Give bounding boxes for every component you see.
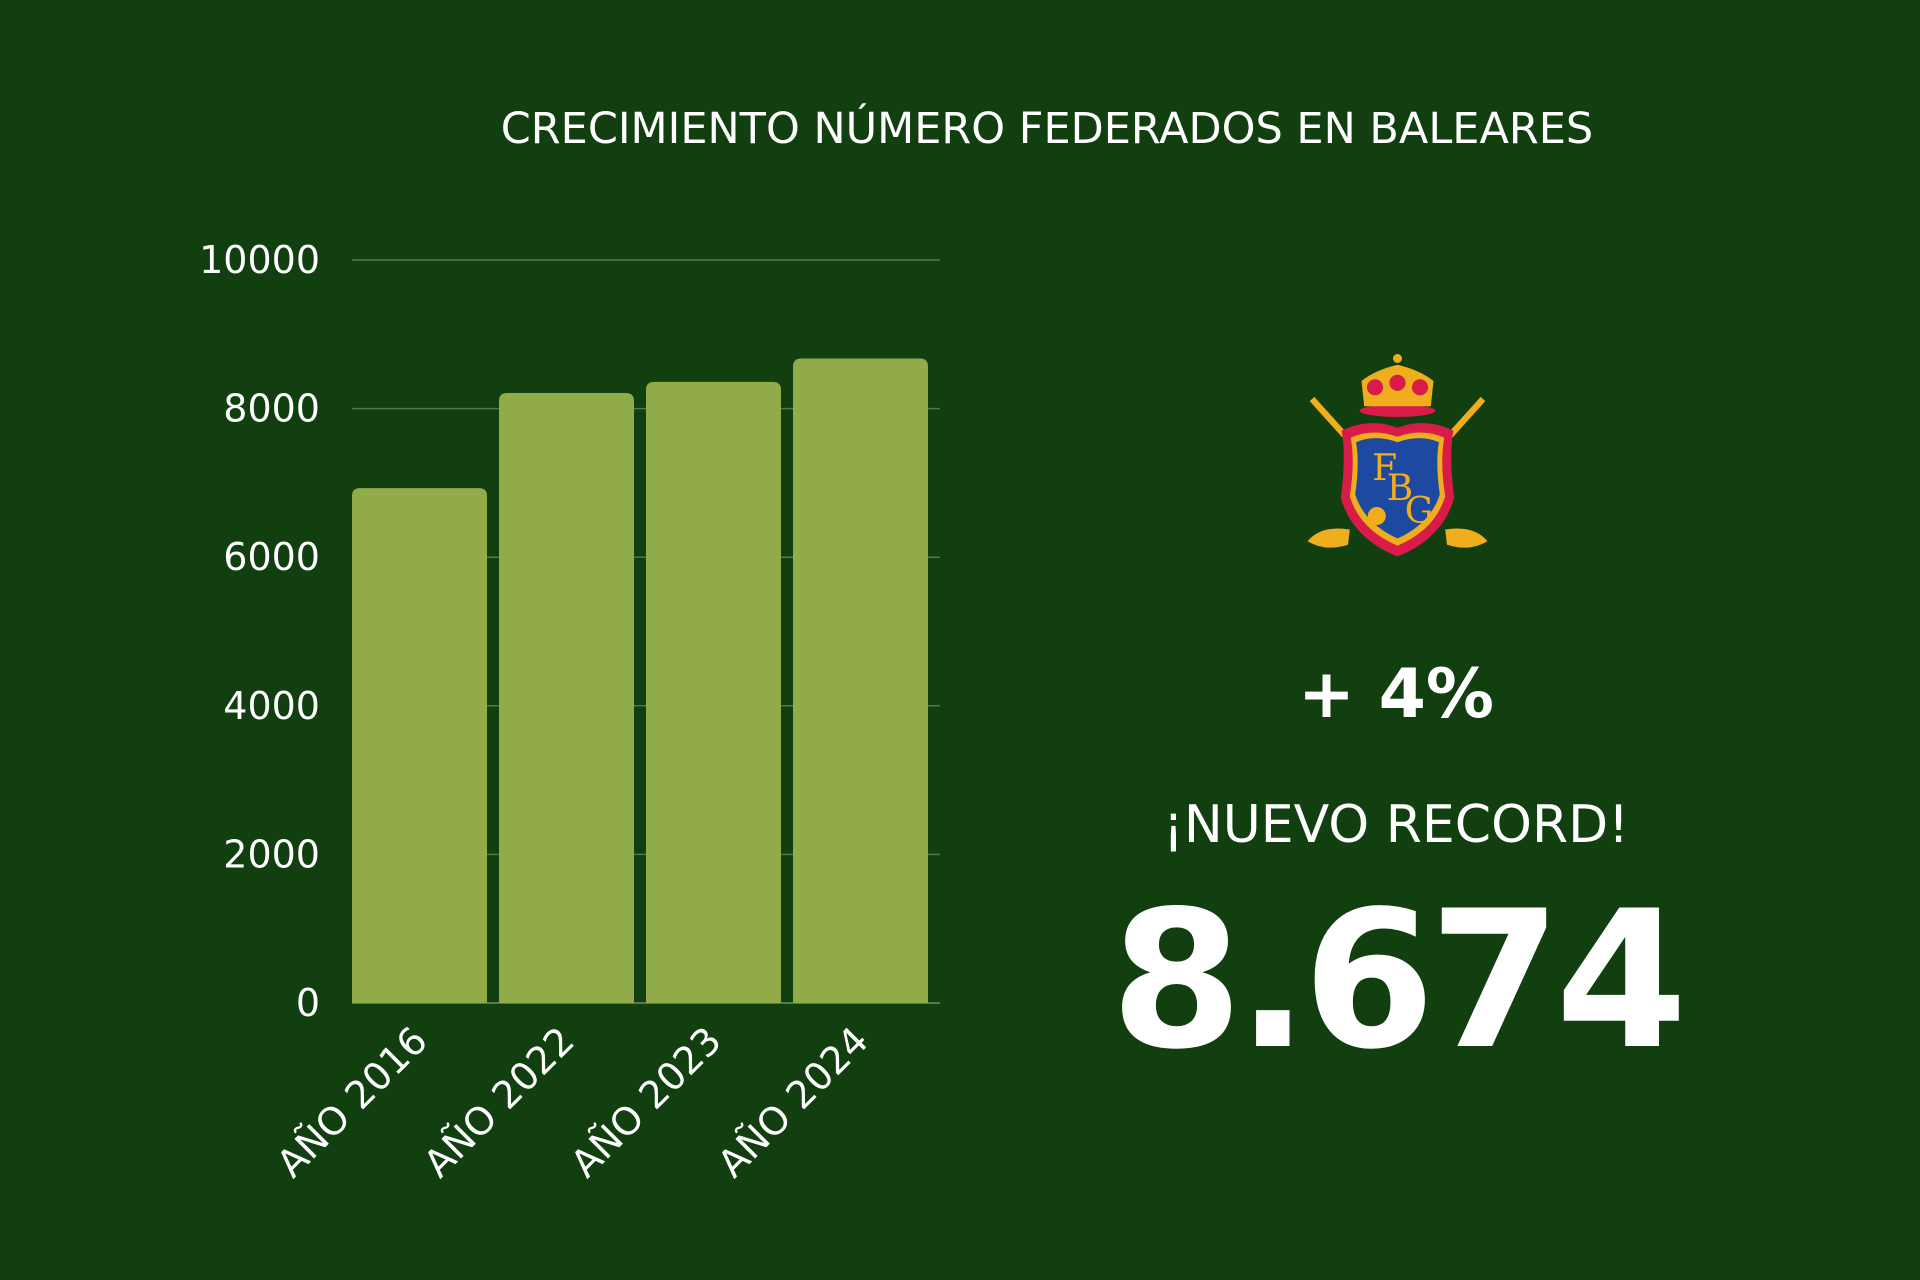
x-tick-label: AÑO 2022	[415, 1018, 583, 1186]
y-tick-label: 0	[296, 981, 320, 1025]
bar-año-2024	[793, 358, 928, 1003]
x-tick-label: AÑO 2016	[268, 1018, 436, 1186]
bar-año-2022	[499, 392, 634, 1003]
y-tick-label: 10000	[199, 238, 320, 282]
bar-año-2023	[646, 381, 781, 1003]
y-tick-label: 4000	[223, 684, 320, 728]
x-tick-label: AÑO 2024	[709, 1018, 877, 1186]
record-value: 8.674	[1110, 870, 1688, 1091]
svg-text:G: G	[1405, 491, 1434, 532]
record-label: ¡NUEVO RECORD!	[1162, 795, 1630, 855]
bar-año-2016	[352, 488, 487, 1003]
y-tick-label: 6000	[223, 535, 320, 579]
y-tick-label: 2000	[223, 832, 320, 876]
svg-text:B: B	[1387, 468, 1413, 509]
svg-text:F: F	[1372, 448, 1397, 489]
fbg-crest-logo: F B G	[1307, 354, 1488, 557]
y-tick-label: 8000	[223, 387, 320, 431]
chart-title: CRECIMIENTO NÚMERO FEDERADOS EN BALEARES	[500, 104, 1594, 154]
growth-percentage: + 4%	[1297, 655, 1495, 734]
x-tick-label: AÑO 2023	[562, 1018, 730, 1186]
